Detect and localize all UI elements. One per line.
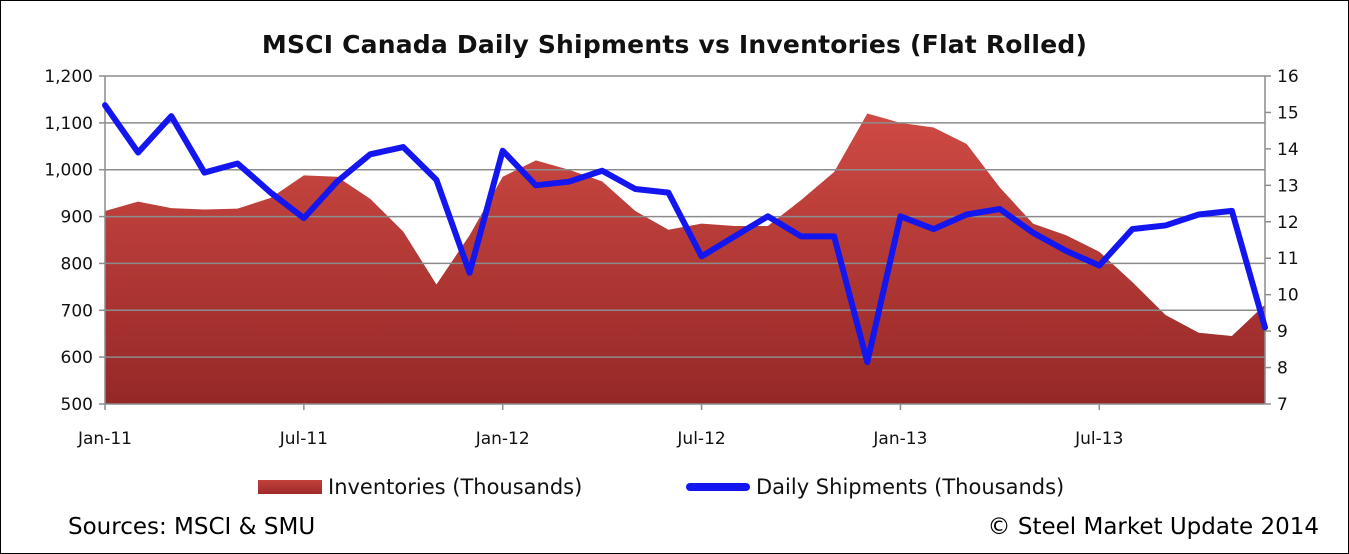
series-inventories-area [105,113,1265,405]
x-tick-label: Jul-11 [279,429,328,449]
x-tick-label: Jan-11 [77,429,132,449]
y-right-tick-label: 9 [1277,322,1288,342]
y-right-tick-label: 7 [1277,395,1288,415]
y-left-tick-label: 1,000 [44,161,93,181]
y-right-tick-label: 13 [1277,176,1299,196]
legend-label-inventories: Inventories (Thousands) [328,475,583,499]
x-tick-label: Jul-12 [676,429,725,449]
legend-item-inventories: Inventories (Thousands) [258,472,582,502]
sources-note: Sources: MSCI & SMU [68,514,316,540]
y-left-tick-label: 700 [61,301,93,321]
y-left-tick-label: 1,200 [44,67,93,87]
x-tick-label: Jan-13 [872,429,927,449]
y-right-tick-label: 16 [1277,67,1299,87]
copyright-note: © Steel Market Update 2014 [987,514,1319,540]
y-right-tick-label: 14 [1277,140,1299,160]
chart-title: MSCI Canada Daily Shipments vs Inventori… [261,30,1088,59]
legend-swatch-shipments [686,483,750,491]
y-right-tick-label: 10 [1277,286,1299,306]
y-left-tick-label: 900 [61,208,93,228]
y-left-tick-label: 800 [61,254,93,274]
x-tick-label: Jul-13 [1074,429,1123,449]
y-left-tick-label: 600 [61,348,93,368]
x-tick-label: Jan-12 [475,429,530,449]
legend-label-shipments: Daily Shipments (Thousands) [756,475,1065,499]
legend-item-shipments: Daily Shipments (Thousands) [686,472,1064,502]
y-right-tick-label: 8 [1277,359,1288,379]
series-shipments-line [102,102,1268,366]
legend-swatch-inventories [258,480,322,494]
y-left-tick-label: 500 [61,395,93,415]
y-right-tick-label: 12 [1277,213,1299,233]
y-right-tick-label: 11 [1277,249,1299,269]
legend: Inventories (Thousands) Daily Shipments … [0,472,1349,502]
y-right-tick-label: 15 [1277,103,1299,123]
y-left-tick-label: 1,100 [44,114,93,134]
